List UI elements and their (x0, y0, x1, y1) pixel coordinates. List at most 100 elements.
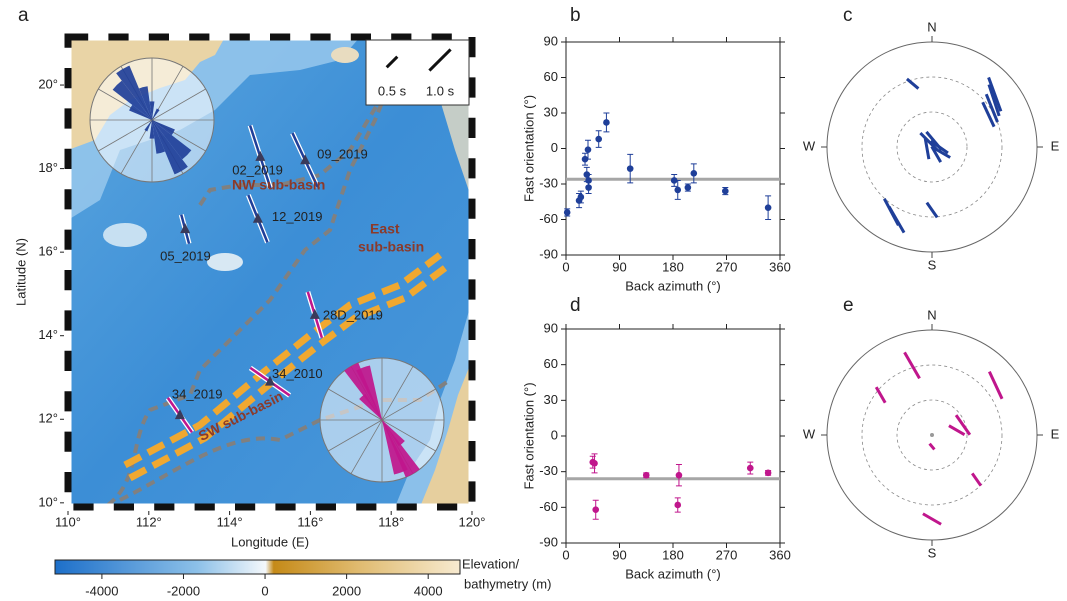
data-point (747, 465, 754, 472)
x-tick-label: 112° (136, 514, 162, 529)
y-axis-label: Fast orientation (°) (521, 95, 536, 202)
data-point (627, 165, 634, 172)
scale-label: 1.0 s (426, 83, 455, 98)
x-tick-label: 270 (716, 547, 738, 562)
compass-label: E (1051, 138, 1060, 153)
region-label: sub-basin (358, 239, 424, 255)
region-label: NW sub-basin (232, 177, 325, 193)
y-tick-label: 30 (544, 104, 558, 119)
y-tick-label: -90 (539, 534, 558, 549)
colorbar-tick-label: -2000 (167, 583, 200, 598)
station-label: 34_2019 (172, 387, 223, 402)
y-tick-label: 60 (544, 356, 558, 371)
y-tick-label: 20° (38, 76, 58, 91)
compass-label: S (928, 257, 937, 272)
y-tick-label: 90 (544, 33, 558, 48)
split-stick (949, 426, 965, 435)
colorbar (55, 560, 460, 574)
data-point (765, 204, 772, 211)
panel-label: b (570, 5, 581, 26)
split-stick (907, 79, 918, 89)
split-stick (884, 199, 898, 225)
colorbar-label: Elevation/ (462, 556, 519, 571)
data-point (585, 146, 592, 153)
x-tick-label: 110° (55, 514, 81, 529)
compass-label: S (928, 545, 937, 560)
x-tick-label: 360 (769, 259, 791, 274)
data-point (585, 177, 592, 184)
x-axis-label: Longitude (E) (231, 534, 309, 549)
x-axis-label: Back azimuth (°) (625, 278, 721, 293)
compass-label: N (927, 307, 936, 322)
y-axis-label: Latitude (N) (13, 238, 28, 306)
y-tick-label: 14° (38, 327, 58, 342)
compass-label: N (927, 19, 936, 34)
station-label: 12_2019 (272, 209, 323, 224)
x-tick-label: 360 (769, 547, 791, 562)
plot-frame (566, 42, 780, 255)
data-point (674, 502, 681, 509)
x-tick-label: 114° (217, 514, 243, 529)
data-point (592, 506, 599, 513)
y-tick-label: -60 (539, 499, 558, 514)
x-tick-label: 118° (378, 514, 404, 529)
colorbar-tick-label: 2000 (332, 583, 361, 598)
y-tick-label: -90 (539, 246, 558, 261)
center-dot (930, 433, 934, 437)
y-tick-label: 0 (551, 427, 558, 442)
x-tick-label: 120° (459, 514, 486, 529)
split-stick (876, 387, 885, 403)
y-tick-label: 16° (38, 244, 58, 259)
colorbar-label: bathymetry (m) (464, 576, 551, 591)
y-tick-label: -30 (539, 175, 558, 190)
split-stick (923, 514, 941, 525)
y-axis-label: Fast orientation (°) (521, 382, 536, 489)
x-tick-label: 0 (562, 547, 569, 562)
x-tick-label: 90 (612, 259, 626, 274)
y-tick-label: -60 (539, 211, 558, 226)
scale-label: 0.5 s (378, 83, 407, 98)
figure: a110°112°114°116°118°120°10°12°14°16°18°… (0, 0, 1067, 601)
data-point (603, 119, 610, 126)
panel-label: c (843, 5, 853, 26)
y-tick-label: 90 (544, 320, 558, 335)
data-point (564, 209, 571, 216)
split-stick (927, 203, 937, 218)
panel-label: a (18, 5, 29, 26)
split-stick (930, 444, 935, 450)
y-tick-label: 18° (38, 160, 58, 175)
y-tick-label: 30 (544, 392, 558, 407)
split-stick (989, 372, 1002, 399)
x-tick-label: 0 (562, 259, 569, 274)
data-point (722, 188, 729, 195)
station-label: 09_2019 (317, 147, 368, 162)
panel-label: e (843, 295, 854, 316)
data-point (674, 187, 681, 194)
data-point (591, 460, 598, 467)
station-label: 34_2010 (272, 366, 323, 381)
data-point (765, 470, 772, 477)
station-label: 28D_2019 (323, 307, 383, 322)
compass-label: W (803, 426, 816, 441)
region-label: East (370, 221, 400, 237)
split-stick (905, 352, 920, 378)
x-tick-label: 180 (662, 259, 684, 274)
data-point (676, 472, 683, 479)
x-axis-label: Back azimuth (°) (625, 566, 721, 581)
y-tick-label: -30 (539, 463, 558, 478)
data-point (578, 194, 585, 201)
data-point (595, 136, 602, 143)
split-stick (972, 473, 981, 485)
compass-label: E (1051, 426, 1060, 441)
x-tick-label: 270 (716, 259, 738, 274)
data-point (691, 170, 698, 177)
data-point (643, 472, 650, 479)
colorbar-tick-label: 0 (261, 583, 268, 598)
y-tick-label: 60 (544, 69, 558, 84)
station-label: 05_2019 (160, 249, 211, 264)
panel-label: d (570, 295, 581, 316)
station-label: 02_2019 (232, 162, 283, 177)
y-tick-label: 0 (551, 140, 558, 155)
x-tick-label: 90 (612, 547, 626, 562)
compass-label: W (803, 138, 816, 153)
